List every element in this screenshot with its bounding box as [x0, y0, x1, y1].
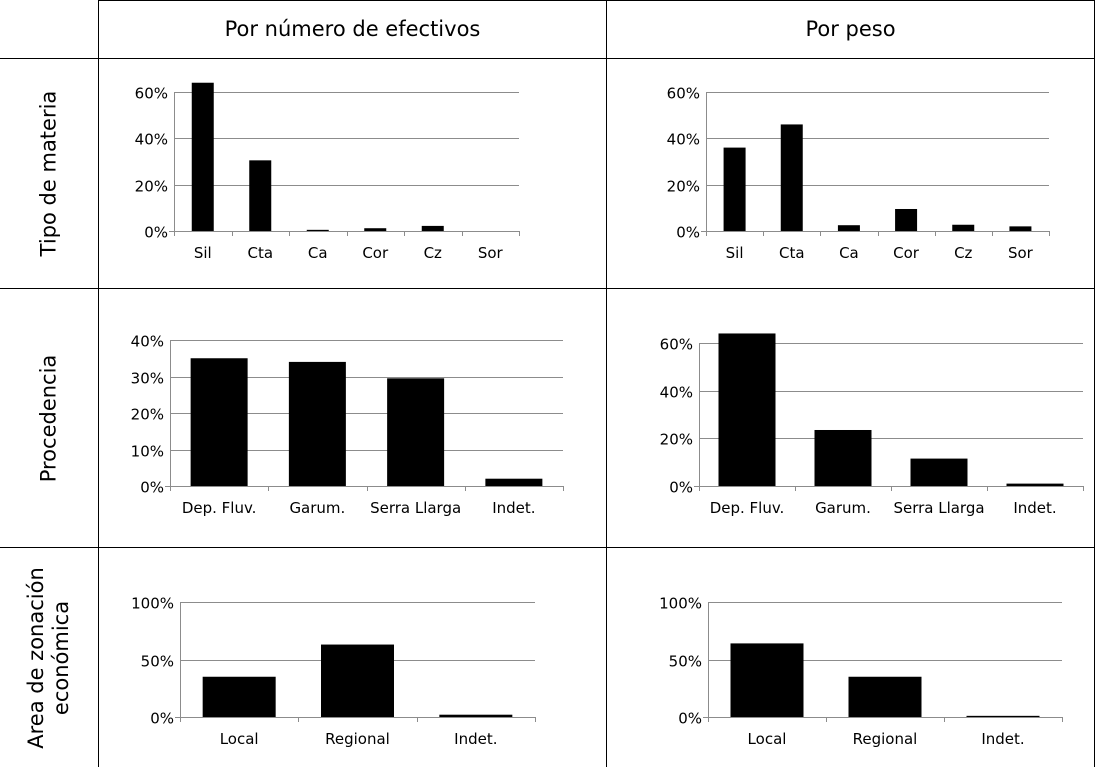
y-tick-label: 60% [135, 85, 168, 103]
bar-cta [780, 124, 803, 231]
row-label-tipo-text: Tipo de materia [36, 90, 61, 257]
bar-garum- [288, 361, 346, 486]
bar-cor [895, 208, 918, 231]
x-category-label: Regional [325, 730, 390, 748]
bar-garum- [814, 429, 872, 486]
chart-area-peso: 0% 50% 100% Local Regional Indet. [659, 595, 1063, 748]
x-category-label: Regional [853, 730, 918, 748]
x-category-label: Cz [954, 244, 972, 262]
bar-regional [848, 676, 922, 717]
row-label-area-text: Area de zonación económica [24, 567, 74, 749]
bar-cor [364, 228, 387, 231]
y-tick-label: 100% [131, 595, 174, 613]
x-category-label: Local [748, 730, 787, 748]
bar-regional [321, 644, 394, 717]
y-tick-label: 10% [131, 443, 164, 461]
bar-cz [952, 224, 975, 231]
x-category-label: Cta [247, 244, 273, 262]
y-tick-label: 50% [141, 653, 174, 671]
x-category-label: Sil [194, 244, 212, 262]
y-tick-label: 0% [150, 710, 174, 728]
chart-procedencia-peso: 0% 20% 40% 60% Dep. Fluv. Garum. Serra Llarga I… [660, 333, 1084, 517]
column-header-weight: Por peso [805, 17, 896, 41]
x-category-label: Sor [1008, 244, 1034, 262]
x-category-label: Indet. [1013, 499, 1056, 517]
bar-sil [723, 147, 746, 231]
y-tick-label: 60% [667, 85, 700, 103]
x-category-label: Dep. Fluv. [710, 499, 785, 517]
bar-cz [421, 225, 444, 231]
x-category-label: Indet. [454, 730, 497, 748]
bar-cta [249, 160, 272, 231]
y-tick-label: 100% [659, 595, 702, 613]
x-category-label: Cz [424, 244, 442, 262]
x-category-label: Garum. [815, 499, 871, 517]
bar-indet- [485, 478, 543, 486]
y-tick-label: 20% [135, 178, 168, 196]
bar-indet- [439, 714, 513, 717]
y-tick-label: 0% [144, 224, 168, 242]
x-category-label: Serra Llarga [893, 499, 984, 517]
x-category-label: Cta [779, 244, 805, 262]
x-category-label: Ca [308, 244, 328, 262]
bar-serra-llarga [387, 378, 445, 486]
row-label-area-line2: económica [49, 600, 74, 715]
y-tick-label: 40% [660, 384, 693, 402]
x-category-label: Cor [893, 244, 920, 262]
row-label-area-line1: Area de zonación [24, 566, 49, 749]
y-tick-label: 40% [667, 131, 700, 149]
y-tick-label: 40% [131, 333, 164, 351]
bar-ca [306, 229, 329, 231]
chart-tipo-peso: 0% 20% 40% 60% Sil Cta Ca Cor Cz Sor [667, 85, 1050, 262]
y-tick-label: 20% [131, 406, 164, 424]
x-category-label: Indet. [981, 730, 1024, 748]
y-tick-label: 40% [135, 131, 168, 149]
y-tick-label: 0% [676, 224, 700, 242]
x-category-label: Local [220, 730, 259, 748]
row-label-tipo: Tipo de materia [0, 59, 98, 288]
bar-indet- [1006, 483, 1064, 486]
y-tick-label: 30% [131, 370, 164, 388]
x-category-label: Indet. [492, 499, 535, 517]
y-tick-label: 0% [140, 479, 164, 497]
chart-procedencia-numero: 0% 10% 20% 30% 40% Dep. Fluv. Garum. Serra Llar… [131, 333, 564, 517]
bar-dep-fluv- [718, 333, 776, 486]
chart-area-numero: 0% 50% 100% Local Regional Indet. [131, 595, 536, 748]
x-category-label: Serra Llarga [370, 499, 461, 517]
row-label-procedencia-text: Procedencia [36, 354, 61, 482]
x-category-label: Garum. [289, 499, 345, 517]
x-category-label: Ca [839, 244, 859, 262]
x-category-label: Sor [478, 244, 504, 262]
y-tick-label: 20% [667, 178, 700, 196]
bar-local [202, 676, 276, 717]
bar-ca [837, 225, 860, 231]
row-label-area: Area de zonación económica [0, 548, 98, 767]
bar-local [730, 643, 804, 717]
x-category-label: Dep. Fluv. [182, 499, 257, 517]
y-tick-label: 0% [678, 710, 702, 728]
y-tick-label: 0% [669, 479, 693, 497]
y-tick-label: 60% [660, 336, 693, 354]
bar-indet- [966, 715, 1040, 717]
bar-dep-fluv- [190, 358, 248, 486]
bar-sil [191, 82, 214, 231]
chart-tipo-numero: 0% 20% 40% 60% Sil Cta Ca Cor Cz Sor [135, 82, 520, 262]
row-label-procedencia: Procedencia [0, 289, 98, 547]
y-tick-label: 50% [669, 653, 702, 671]
bar-serra-llarga [910, 458, 968, 486]
y-tick-label: 20% [660, 431, 693, 449]
bar-sor [1009, 226, 1032, 231]
x-category-label: Cor [362, 244, 389, 262]
column-header-count: Por número de efectivos [224, 17, 481, 41]
x-category-label: Sil [726, 244, 744, 262]
